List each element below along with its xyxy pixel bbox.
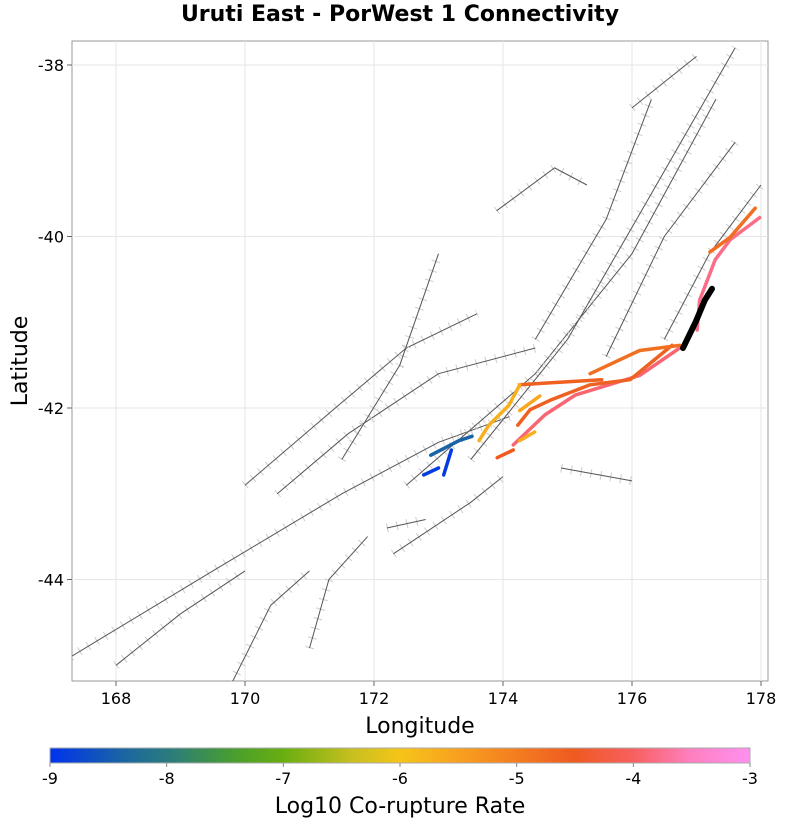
fault-trace [232,570,310,681]
fault-trace [631,56,697,109]
fault-trace [244,313,478,486]
fault-trace [115,570,246,666]
x-axis-label: Longitude [365,714,474,739]
fault-trace [663,184,762,340]
x-tick-label: 168 [101,689,132,708]
fault-trace [341,253,439,460]
rupture-section [708,206,757,254]
fault-trace [405,99,717,486]
rupture-section [518,430,537,443]
colorbar-tick-label: -5 [509,769,525,788]
colorbar-tick-label: -7 [275,769,291,788]
fault-trace [605,141,736,357]
rupture-section [516,343,674,427]
colorbar-tick-label: -6 [392,769,408,788]
colorbar-tick-label: -3 [742,769,758,788]
fault-trace [393,476,504,555]
fault-trace [496,167,588,212]
rupture-section [588,343,682,376]
rupture-section [429,434,474,457]
y-tick-label: -42 [38,399,64,418]
rupture-section [441,448,454,477]
x-tick-label: 174 [488,689,519,708]
source-fault [680,285,715,351]
rupture-section [511,346,682,447]
y-tick-label: -38 [38,56,64,75]
fault-trace [386,519,426,529]
x-tick-label: 178 [746,689,777,708]
colorbar-tick-label: -8 [159,769,175,788]
rupture-section [495,448,516,460]
colorbar-tick-label: -9 [42,769,58,788]
fault-trace [561,467,633,482]
fault-trace [470,47,736,460]
rupture-section [518,394,542,413]
fault-trace [309,536,368,649]
x-tick-label: 172 [359,689,390,708]
fault-trace [276,347,536,495]
x-tick-label: 170 [230,689,261,708]
colorbar-label: Log10 Co-rupture Rate [275,794,526,819]
rupture-section [477,383,522,443]
y-axis-label: Latitude [8,316,33,407]
x-tick-label: 176 [617,689,648,708]
y-tick-label: -40 [38,228,64,247]
fault-trace [534,99,652,340]
y-tick-label: -44 [38,571,64,590]
colorbar [49,747,751,764]
colorbar-tick-label: -4 [625,769,641,788]
rupture-section [518,377,604,387]
fault-trace [72,416,510,657]
rupture-section [421,466,441,477]
chart-title: Uruti East - PorWest 1 Connectivity [180,2,620,27]
